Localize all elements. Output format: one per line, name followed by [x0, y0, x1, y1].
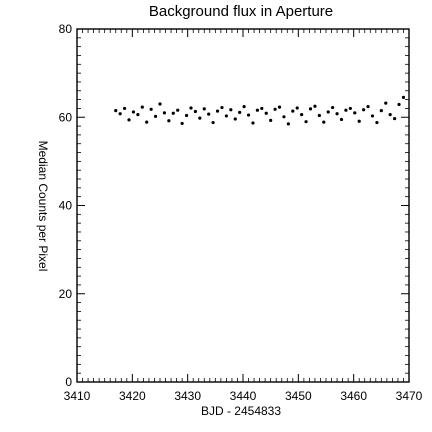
data-point	[211, 120, 215, 125]
data-point	[158, 102, 162, 106]
data-point	[171, 111, 175, 115]
data-point	[357, 119, 361, 123]
data-point	[362, 108, 366, 112]
data-point	[308, 107, 313, 111]
data-point	[260, 106, 264, 111]
data-point	[317, 113, 321, 118]
y-tick-label: 20	[59, 287, 73, 301]
y-tick-label: 80	[59, 22, 73, 36]
data-point	[118, 112, 122, 116]
x-tick-label: 3420	[119, 389, 146, 403]
data-point	[393, 116, 397, 121]
data-point	[269, 118, 273, 122]
data-point	[145, 120, 149, 124]
data-point	[149, 107, 153, 111]
data-point	[366, 105, 370, 109]
x-tick-label: 3470	[396, 389, 423, 403]
data-point	[304, 120, 308, 124]
data-point	[220, 105, 224, 110]
x-tick-label: 3450	[285, 389, 312, 403]
data-point	[242, 105, 246, 109]
data-point	[339, 117, 344, 122]
data-point	[348, 106, 352, 111]
data-point	[167, 119, 171, 123]
data-point	[370, 114, 375, 118]
data-point	[229, 108, 233, 112]
data-point	[180, 121, 184, 126]
data-point	[153, 114, 158, 118]
x-tick-label: 3410	[64, 389, 91, 403]
data-point	[114, 109, 118, 113]
data-points	[114, 95, 406, 126]
data-point	[282, 115, 286, 119]
x-tick-label: 3440	[230, 389, 257, 403]
data-point	[207, 112, 211, 116]
data-point	[184, 113, 189, 118]
data-point	[375, 120, 379, 125]
data-point	[162, 111, 167, 115]
data-point	[326, 110, 330, 114]
x-tick-label: 3460	[340, 389, 367, 403]
data-point	[401, 95, 406, 99]
data-point	[122, 106, 127, 111]
data-point	[127, 118, 131, 122]
data-point	[251, 121, 255, 125]
data-point	[193, 109, 198, 114]
data-point	[224, 114, 228, 118]
y-tick-label: 40	[59, 199, 73, 213]
chart-title: Background flux in Aperture	[149, 3, 333, 20]
data-point	[215, 109, 220, 113]
data-point	[277, 105, 282, 109]
y-tick-label: 60	[59, 110, 73, 124]
data-point	[388, 113, 392, 117]
data-point	[291, 109, 295, 113]
data-point	[335, 112, 339, 116]
data-point	[353, 111, 357, 115]
data-point	[140, 105, 144, 109]
data-point	[264, 111, 268, 115]
data-point	[176, 108, 180, 112]
y-axis-label: Median Counts per Pixel	[36, 141, 50, 272]
data-point	[286, 122, 290, 126]
data-point	[246, 113, 251, 117]
data-point	[202, 107, 206, 111]
data-point	[384, 101, 388, 105]
data-point	[331, 105, 335, 110]
data-point	[131, 110, 136, 114]
data-point	[295, 106, 299, 110]
data-point	[379, 109, 383, 113]
data-point	[344, 108, 348, 112]
data-point	[397, 102, 401, 107]
data-point	[238, 110, 242, 114]
data-point	[136, 113, 140, 117]
x-tick-label: 3430	[174, 389, 201, 403]
y-tick-label: 0	[65, 375, 72, 389]
data-point	[300, 113, 304, 117]
data-point	[255, 108, 259, 112]
axis-ticks: 0 20 40 60 80 3410 3420 3430 3440 3450 3460 3470	[59, 22, 423, 403]
data-point	[273, 107, 277, 111]
data-point	[198, 116, 202, 120]
data-point	[313, 104, 317, 108]
data-point	[189, 106, 193, 110]
plot-frame	[76, 28, 410, 383]
data-point	[322, 120, 326, 124]
data-point	[233, 117, 237, 121]
x-axis-label: BJD - 2454833	[201, 404, 281, 418]
